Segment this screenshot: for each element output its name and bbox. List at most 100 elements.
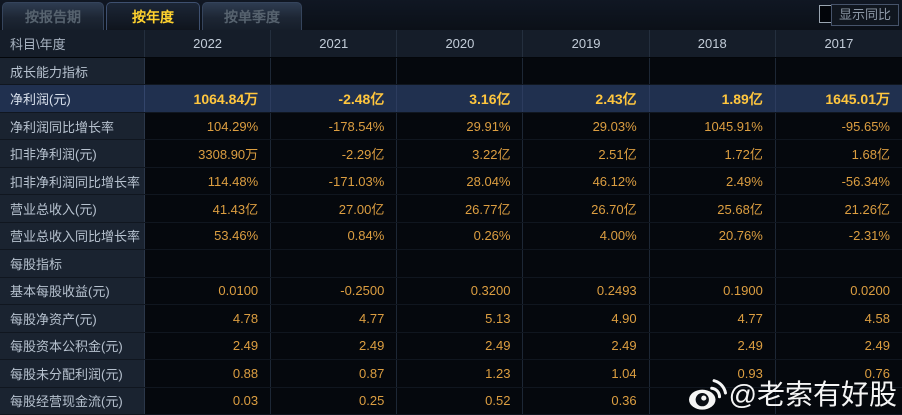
- value-cell: [649, 387, 776, 414]
- row-label: 每股指标: [0, 250, 145, 277]
- value-cell: 41.43亿: [145, 195, 272, 222]
- value-cell: 0.26%: [397, 222, 524, 250]
- value-cell: 0.93: [649, 360, 776, 387]
- value-cell: 0.0100: [145, 277, 272, 305]
- value-cell: 46.12%: [523, 167, 650, 195]
- row-label: 每股净资产(元): [0, 305, 145, 332]
- value-cell: [775, 58, 902, 85]
- value-cell: 0.88: [145, 360, 272, 387]
- table-row: 成长能力指标: [0, 58, 902, 86]
- table-row: 扣非净利润(元) 3308.90万 -2.29亿 3.22亿 2.51亿 1.7…: [0, 140, 902, 168]
- tab-by-report-period[interactable]: 按报告期: [2, 2, 104, 30]
- value-cell: 26.77亿: [397, 195, 524, 222]
- value-cell: [397, 58, 524, 85]
- value-cell: 2.49%: [649, 167, 776, 195]
- value-cell: 4.90: [523, 305, 650, 332]
- row-label: 每股资本公积金(元): [0, 332, 145, 360]
- table-row: 基本每股收益(元) 0.0100 -0.2500 0.3200 0.2493 0…: [0, 277, 902, 306]
- value-cell: 2.51亿: [523, 140, 650, 167]
- value-cell: 28.04%: [397, 167, 524, 195]
- value-cell: 1045.91%: [649, 112, 776, 140]
- value-cell: 21.26亿: [775, 195, 902, 222]
- value-cell: 2.49: [271, 332, 398, 360]
- value-cell: 0.1900: [649, 277, 776, 305]
- value-cell: 0.03: [145, 387, 272, 414]
- value-cell: 1.23: [397, 360, 524, 387]
- value-cell: 0.84%: [271, 222, 398, 250]
- value-cell: 114.48%: [145, 167, 272, 195]
- value-cell: 3.22亿: [397, 140, 524, 167]
- table-row: 营业总收入(元) 41.43亿 27.00亿 26.77亿 26.70亿 25.…: [0, 195, 902, 223]
- value-cell: 0.0200: [775, 277, 902, 305]
- value-cell: 29.03%: [523, 112, 650, 140]
- row-label: 基本每股收益(元): [0, 277, 145, 305]
- value-cell: 20.76%: [649, 222, 776, 250]
- value-cell: [397, 250, 524, 277]
- value-cell: 3.16亿: [397, 85, 524, 112]
- value-cell: -178.54%: [271, 112, 398, 140]
- value-cell: 25.68亿: [649, 195, 776, 222]
- value-cell: 0.2493: [523, 277, 650, 305]
- value-cell: 0.25: [271, 387, 398, 414]
- value-cell: 1.89亿: [649, 85, 776, 112]
- value-cell: 2.49: [145, 332, 272, 360]
- value-cell: 0.52: [397, 387, 524, 414]
- table-row: 净利润(元) 1064.84万 -2.48亿 3.16亿 2.43亿 1.89亿…: [0, 85, 902, 113]
- value-cell: 2.49: [775, 332, 902, 360]
- value-cell: [649, 58, 776, 85]
- row-label: 成长能力指标: [0, 58, 145, 85]
- row-label: 每股未分配利润(元): [0, 360, 145, 387]
- value-cell: [271, 250, 398, 277]
- value-cell: 0.36: [523, 387, 650, 414]
- column-header-year: 2019: [523, 30, 650, 57]
- table-row: 净利润同比增长率 104.29% -178.54% 29.91% 29.03% …: [0, 112, 902, 141]
- value-cell: -2.29亿: [271, 140, 398, 167]
- value-cell: -2.48亿: [271, 85, 398, 112]
- row-label: 扣非净利润(元): [0, 140, 145, 167]
- value-cell: -2.31%: [775, 222, 902, 250]
- value-cell: [271, 58, 398, 85]
- table-row: 扣非净利润同比增长率 114.48% -171.03% 28.04% 46.12…: [0, 167, 902, 196]
- value-cell: 1064.84万: [145, 85, 272, 112]
- table-row: 每股未分配利润(元) 0.88 0.87 1.23 1.04 0.93 0.76: [0, 360, 902, 388]
- column-header-year: 2020: [397, 30, 524, 57]
- value-cell: 4.78: [145, 305, 272, 332]
- table-row: 每股净资产(元) 4.78 4.77 5.13 4.90 4.77 4.58: [0, 305, 902, 333]
- value-cell: -0.2500: [271, 277, 398, 305]
- value-cell: 5.13: [397, 305, 524, 332]
- value-cell: 4.77: [649, 305, 776, 332]
- value-cell: 53.46%: [145, 222, 272, 250]
- value-cell: 2.49: [523, 332, 650, 360]
- value-cell: -171.03%: [271, 167, 398, 195]
- tab-by-quarter[interactable]: 按单季度: [202, 2, 302, 30]
- value-cell: 27.00亿: [271, 195, 398, 222]
- table-header-row: 科目\年度 2022 2021 2020 2019 2018 2017: [0, 30, 902, 58]
- tab-by-year[interactable]: 按年度: [106, 2, 200, 30]
- value-cell: 2.49: [397, 332, 524, 360]
- value-cell: 3308.90万: [145, 140, 272, 167]
- column-header-year: 2017: [824, 36, 854, 51]
- value-cell: 2.49: [649, 332, 776, 360]
- table-row: 每股指标: [0, 250, 902, 278]
- table-body: 成长能力指标 净利润(元) 1064.84万 -2.48亿 3.16亿 2.43…: [0, 58, 902, 415]
- value-cell: [775, 250, 902, 277]
- value-cell: [523, 250, 650, 277]
- value-cell: 1.68亿: [775, 140, 902, 167]
- column-header-year: 2018: [650, 30, 776, 57]
- tab-bar: 按报告期 按年度 按单季度 显示同比: [0, 0, 902, 30]
- column-header-year: 2022: [145, 30, 272, 57]
- table-row: 营业总收入同比增长率 53.46% 0.84% 0.26% 4.00% 20.7…: [0, 222, 902, 251]
- value-cell: 4.58: [775, 305, 902, 332]
- row-label: 净利润同比增长率: [0, 112, 145, 140]
- row-label: 扣非净利润同比增长率: [0, 167, 145, 195]
- row-label: 每股经营现金流(元): [0, 387, 145, 414]
- show-yoy-label[interactable]: 显示同比: [830, 4, 899, 26]
- value-cell: [145, 58, 272, 85]
- value-cell: [649, 250, 776, 277]
- row-label: 营业总收入(元): [0, 195, 145, 222]
- value-cell: 26.70亿: [523, 195, 650, 222]
- column-header-metric: 科目\年度: [0, 30, 145, 57]
- value-cell: 1.72亿: [649, 140, 776, 167]
- value-cell: 0.3200: [397, 277, 524, 305]
- value-cell: -56.34%: [775, 167, 902, 195]
